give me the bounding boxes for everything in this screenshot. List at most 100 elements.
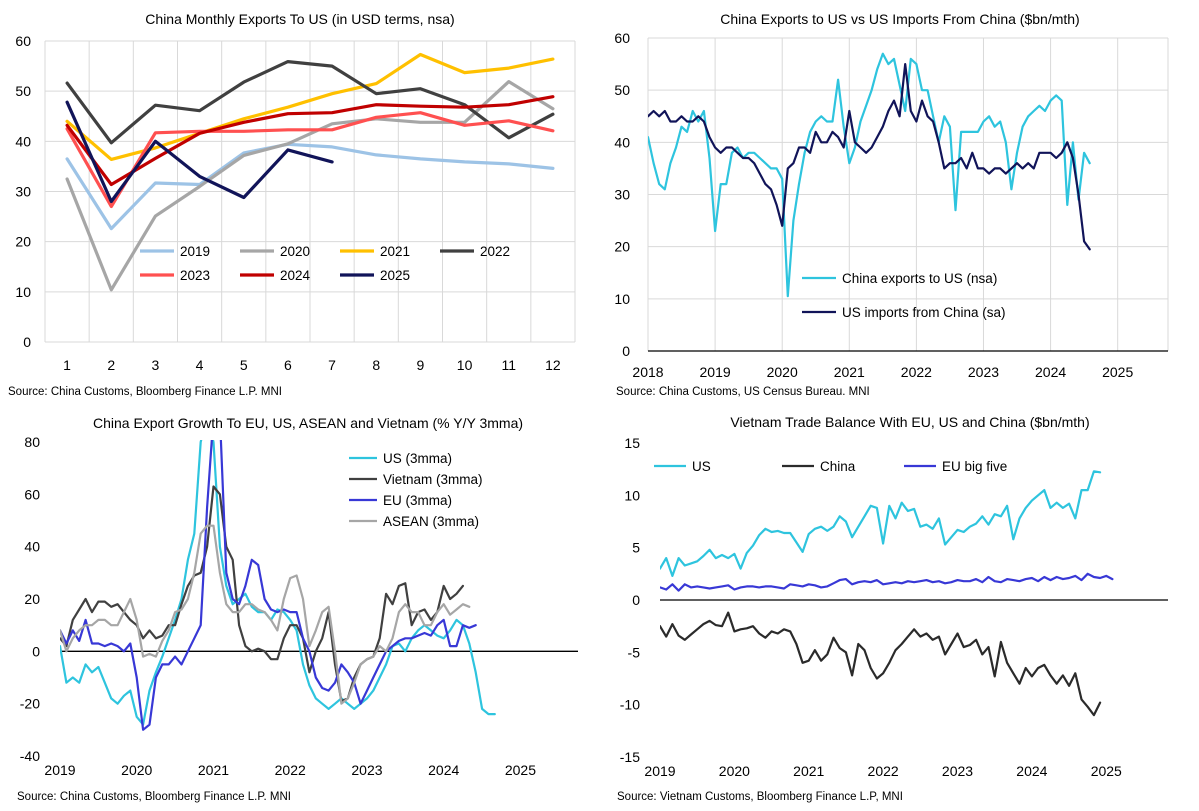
legend-label-eu-big-five: EU big five [942, 459, 1007, 474]
series-line-eu-3mma [60, 440, 477, 731]
legend-label-2025: 2025 [380, 268, 410, 283]
series-line-2022 [65, 59, 555, 145]
legend-label-vietnam-3mma: Vietnam (3mma) [383, 472, 483, 487]
x-tick-label-6: 6 [284, 357, 292, 373]
series-line-us-3mma [60, 440, 496, 726]
x-tick-label-2023: 2023 [942, 763, 973, 779]
y-tick-label-0: 0 [32, 643, 40, 659]
x-tick-label-2019: 2019 [644, 763, 675, 779]
y-tick-label-80: 80 [24, 434, 40, 450]
x-tick-label-2025: 2025 [505, 762, 536, 778]
x-tick-label-2020: 2020 [767, 364, 798, 380]
x-tick-label-2025: 2025 [1091, 763, 1122, 779]
chart-china-exports-vs-us-imports: China Exports to US vs US Imports From C… [614, 11, 1169, 398]
series-line-2019 [65, 142, 555, 231]
x-tick-label-4: 4 [196, 357, 204, 373]
y-tick-label-20: 20 [15, 234, 31, 250]
legend-label-2021: 2021 [380, 244, 410, 259]
chart-vietnam-trade-balance: Vietnam Trade Balance With EU, US and Ch… [617, 414, 1168, 803]
source-note: Source: Vietnam Customs, Bloomberg Finan… [617, 791, 903, 803]
y-tick-label-50: 50 [614, 82, 630, 98]
x-tick-label-7: 7 [328, 357, 336, 373]
series-line-2020 [65, 79, 555, 292]
y-tick-label-40: -40 [20, 748, 40, 764]
legend-label-us: US [692, 459, 711, 474]
y-tick-label-0: 0 [23, 334, 31, 350]
x-tick-label-10: 10 [457, 357, 473, 373]
y-tick-label-40: 40 [24, 539, 40, 555]
source-note: Source: China Customs, Bloomberg Finance… [17, 791, 291, 803]
x-tick-label-2022: 2022 [275, 762, 306, 778]
series-line-vietnam-3mma [60, 485, 464, 703]
x-tick-label-8: 8 [372, 357, 380, 373]
legend-label-2022: 2022 [480, 244, 510, 259]
legend-label-2019: 2019 [180, 244, 210, 259]
x-tick-label-2023: 2023 [351, 762, 382, 778]
x-tick-label-1: 1 [63, 357, 71, 373]
x-tick-label-3: 3 [152, 357, 160, 373]
x-tick-label-2021: 2021 [834, 364, 865, 380]
x-tick-label-5: 5 [240, 357, 248, 373]
chart-title: Vietnam Trade Balance With EU, US and Ch… [730, 414, 1089, 430]
y-tick-label-0: 0 [622, 343, 630, 359]
chart-title: China Exports to US vs US Imports From C… [720, 11, 1079, 27]
source-note: Source: China Customs, US Census Bureau.… [616, 386, 870, 398]
series-line-2024 [65, 95, 555, 187]
legend: China exports to US (nsa) US imports from… [802, 271, 1006, 320]
y-tick-label-5: -5 [628, 644, 641, 660]
y-tick-label-40: 40 [15, 133, 31, 149]
x-tick-label-2020: 2020 [121, 762, 152, 778]
x-tick-label-2018: 2018 [632, 364, 663, 380]
y-tick-label-30: 30 [15, 184, 31, 200]
source-note: Source: China Customs, Bloomberg Finance… [8, 386, 282, 398]
y-tick-label-60: 60 [614, 30, 630, 46]
y-tick-label-30: 30 [614, 187, 630, 203]
y-tick-label-60: 60 [24, 486, 40, 502]
legend-label-2024: 2024 [280, 268, 311, 283]
series-line-us-imports-from-china-sa [648, 62, 1091, 251]
x-tick-label-11: 11 [501, 357, 516, 373]
y-tick-label-50: 50 [15, 83, 31, 99]
y-tick-label-10: -10 [620, 697, 640, 713]
series-line-eu-big-five [660, 572, 1114, 592]
x-tick-label-2024: 2024 [428, 762, 459, 778]
x-tick-label-12: 12 [545, 357, 561, 373]
x-tick-label-2021: 2021 [793, 763, 824, 779]
y-tick-label-20: 20 [24, 591, 40, 607]
legend-label-us-3mma: US (3mma) [383, 451, 452, 466]
y-tick-label-60: 60 [15, 33, 31, 49]
legend-label-2023: 2023 [180, 268, 210, 283]
series-line-2023 [65, 111, 555, 209]
x-tick-label-9: 9 [417, 357, 425, 373]
y-tick-label-40: 40 [614, 134, 630, 150]
x-tick-label-2022: 2022 [901, 364, 932, 380]
chart-china-export-growth: China Export Growth To EU, US, ASEAN and… [17, 415, 578, 803]
y-tick-label-5: 5 [632, 540, 640, 556]
y-tick-label-15: 15 [624, 435, 640, 451]
x-tick-label-2024: 2024 [1016, 763, 1047, 779]
legend-label-us-imports-from-china-sa: US imports from China (sa) [842, 305, 1006, 320]
chart-title: China Export Growth To EU, US, ASEAN and… [93, 415, 523, 431]
series-line-china [660, 611, 1102, 717]
legend: 2019 2020 2021 2022 2023 2024 2025 [140, 244, 510, 283]
legend: US (3mma) Vietnam (3mma) EU (3mma) ASEAN (3… [349, 451, 483, 529]
legend-label-china: China [820, 459, 856, 474]
y-tick-label-10: 10 [15, 284, 31, 300]
legend-label-2020: 2020 [280, 244, 310, 259]
y-tick-label-10: 10 [614, 291, 630, 307]
y-tick-label-15: -15 [620, 749, 640, 765]
y-tick-label-20: 20 [614, 239, 630, 255]
x-tick-label-2021: 2021 [198, 762, 229, 778]
x-tick-label-2025: 2025 [1102, 364, 1133, 380]
series-line-2025 [65, 100, 334, 204]
y-tick-label-0: 0 [632, 592, 640, 608]
x-tick-label-2022: 2022 [868, 763, 899, 779]
x-tick-label-2019: 2019 [700, 364, 731, 380]
y-tick-label-20: -20 [20, 696, 40, 712]
x-tick-label-2024: 2024 [1035, 364, 1066, 380]
x-tick-label-2023: 2023 [968, 364, 999, 380]
chart-title: China Monthly Exports To US (in USD term… [145, 11, 454, 27]
legend-label-china-exports-to-us-nsa: China exports to US (nsa) [842, 271, 997, 286]
x-tick-label-2019: 2019 [44, 762, 75, 778]
